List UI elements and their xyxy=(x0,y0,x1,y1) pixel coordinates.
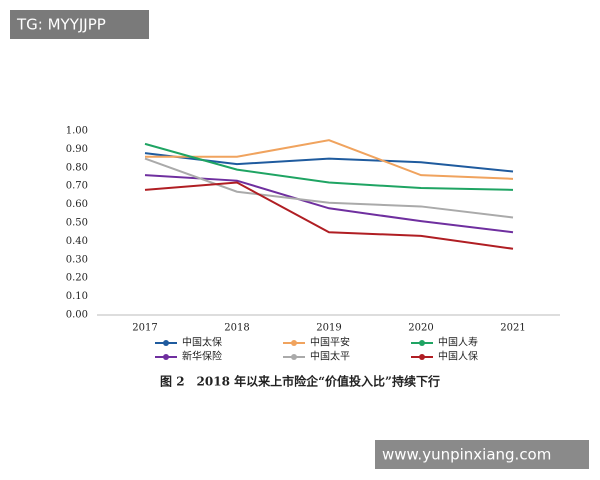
legend-marker xyxy=(419,354,425,360)
y-tick-label: 0.60 xyxy=(66,199,88,210)
legend-marker xyxy=(163,340,169,346)
legend-label: 中国平安 xyxy=(310,336,350,349)
legend-marker xyxy=(163,354,169,360)
legend-label: 中国太保 xyxy=(182,336,222,349)
y-tick-label: 0.10 xyxy=(66,291,88,302)
series-line xyxy=(145,139,514,180)
x-tick-label: 2018 xyxy=(224,323,249,334)
x-tick-label: 2017 xyxy=(132,323,157,334)
legend-label: 中国太平 xyxy=(310,350,350,363)
caption: 图 2 2018 年以来上市险企“价值投入比”持续下行 xyxy=(160,374,440,389)
legend-marker xyxy=(291,354,297,360)
y-tick-label: 0.50 xyxy=(66,218,88,229)
x-tick-label: 2020 xyxy=(408,323,433,334)
y-tick-label: 0.20 xyxy=(66,273,88,284)
watermark-box xyxy=(375,440,589,469)
y-tick-label: 0.40 xyxy=(66,236,88,247)
y-tick-label: 0.30 xyxy=(66,254,88,265)
x-tick-label: 2021 xyxy=(500,323,525,334)
y-tick-label: 0.70 xyxy=(66,181,88,192)
watermark-box xyxy=(10,10,149,39)
legend-label: 新华保险 xyxy=(182,350,222,363)
legend-label: 中国人保 xyxy=(438,350,478,363)
series-line xyxy=(144,157,514,219)
y-tick-label: 0.80 xyxy=(66,162,88,173)
x-tick-label: 2019 xyxy=(316,323,341,334)
y-tick-label: 0.90 xyxy=(66,144,88,155)
legend-label: 中国人寿 xyxy=(438,336,478,349)
series-line xyxy=(144,174,514,234)
y-tick-label: 1.00 xyxy=(66,126,88,137)
watermark: TG: MYYJJPP xyxy=(16,16,106,34)
series-line xyxy=(144,142,514,191)
legend-marker xyxy=(419,340,425,346)
watermark: www.yunpinxiang.com xyxy=(382,446,551,464)
legend-marker xyxy=(291,340,297,346)
series-line xyxy=(144,181,514,250)
y-tick-label: 0.00 xyxy=(66,310,88,321)
